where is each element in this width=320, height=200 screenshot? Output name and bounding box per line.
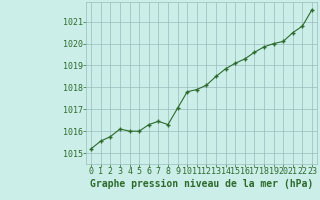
X-axis label: Graphe pression niveau de la mer (hPa): Graphe pression niveau de la mer (hPa) — [90, 179, 313, 189]
